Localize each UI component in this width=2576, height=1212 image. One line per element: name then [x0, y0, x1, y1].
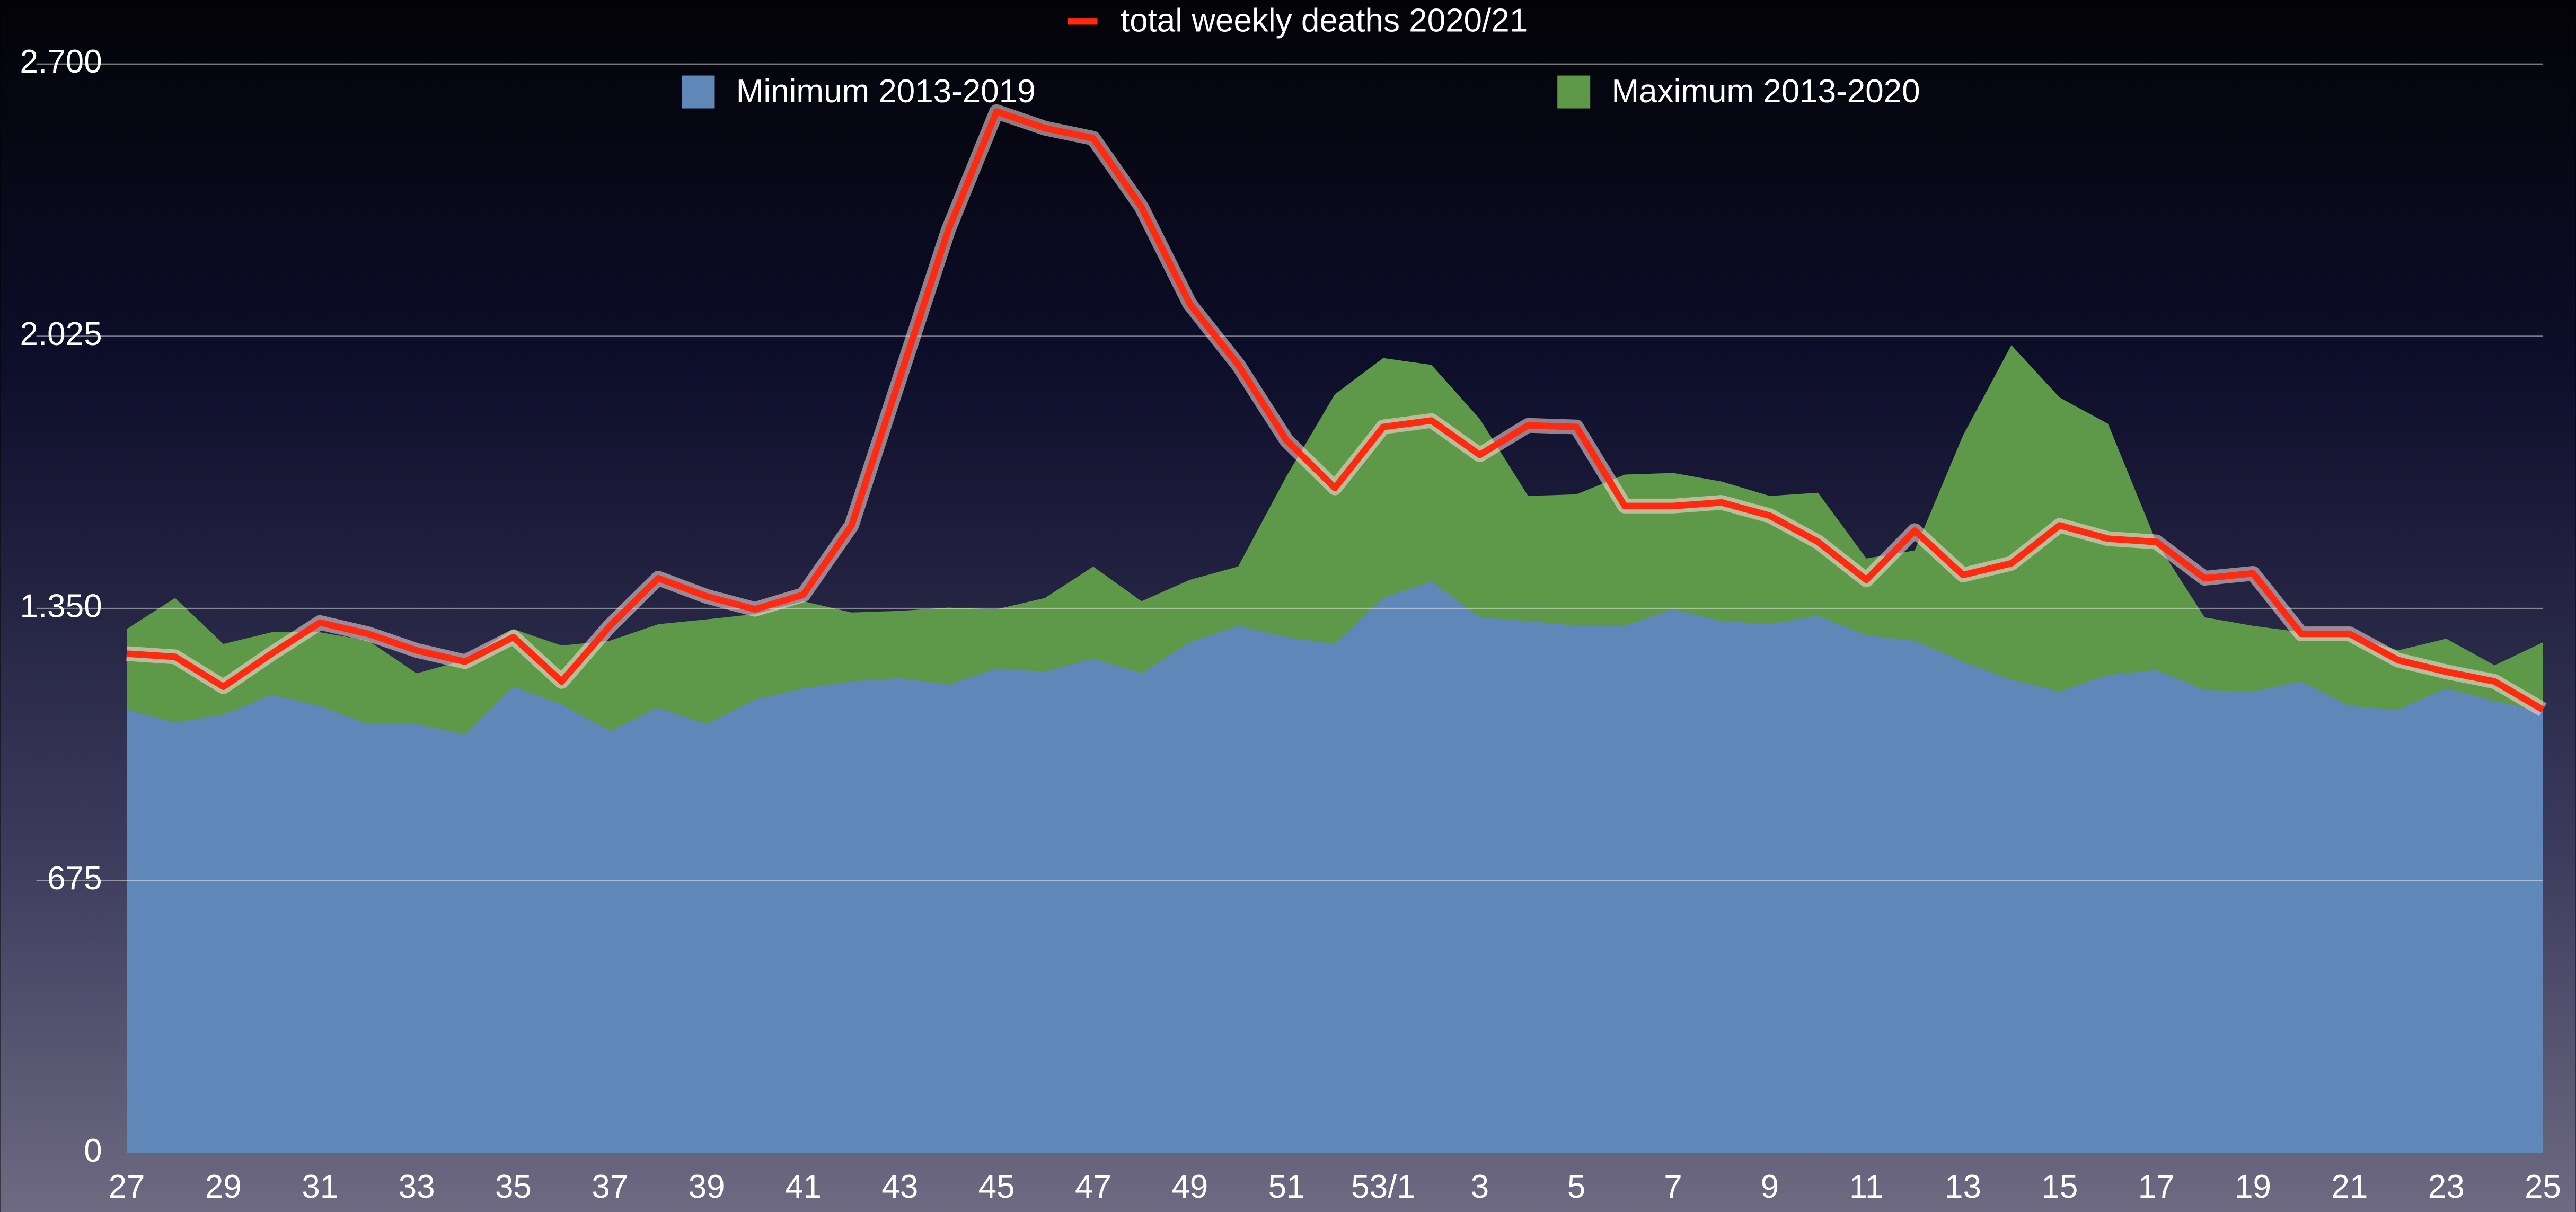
x-tick-label: 15	[2041, 1169, 2078, 1205]
x-tick-label: 7	[1664, 1169, 1682, 1205]
area	[127, 581, 2543, 1153]
x-tick-label: 3	[1471, 1169, 1489, 1205]
x-tick-label: 11	[1849, 1169, 1883, 1205]
y-tick-label: 675	[47, 860, 102, 897]
y-tick-label: 2.700	[20, 43, 102, 80]
x-tick-label: 5	[1567, 1169, 1585, 1205]
x-tick-label: 51	[1268, 1169, 1305, 1205]
legend-label: Minimum 2013-2019	[736, 73, 1036, 110]
legend-swatch	[1557, 75, 1591, 109]
x-tick-label: 43	[881, 1169, 918, 1205]
x-tick-label: 17	[2138, 1169, 2175, 1205]
x-tick-label: 45	[978, 1169, 1015, 1205]
line	[126, 108, 2545, 713]
x-tick-label: 47	[1075, 1169, 1111, 1205]
x-tick-label: 13	[1945, 1169, 1981, 1205]
x-tick-label: 27	[109, 1169, 145, 1205]
y-tick-label: 1.350	[20, 588, 102, 625]
x-tick-label: 21	[2331, 1169, 2368, 1205]
x-tick-label: 49	[1171, 1169, 1208, 1205]
y-tick-label: 0	[84, 1133, 102, 1169]
x-tick-label: 33	[399, 1169, 435, 1205]
legend-label: Maximum 2013-2020	[1611, 73, 1920, 110]
legend-label: total weekly deaths 2020/21	[1121, 3, 1528, 39]
x-tick-label: 9	[1761, 1169, 1779, 1205]
x-tick-label: 25	[2525, 1169, 2561, 1205]
x-tick-label: 39	[689, 1169, 725, 1205]
x-tick-label: 53/1	[1351, 1169, 1415, 1205]
x-tick-label: 35	[495, 1169, 532, 1205]
y-tick-label: 2.025	[20, 316, 102, 352]
legend-swatch	[682, 75, 715, 109]
x-tick-label: 23	[2428, 1169, 2465, 1205]
x-tick-label: 41	[785, 1169, 822, 1205]
x-tick-label: 29	[205, 1169, 242, 1205]
x-tick-label: 31	[302, 1169, 338, 1205]
x-tick-label: 37	[592, 1169, 628, 1205]
x-tick-label: 19	[2235, 1169, 2271, 1205]
